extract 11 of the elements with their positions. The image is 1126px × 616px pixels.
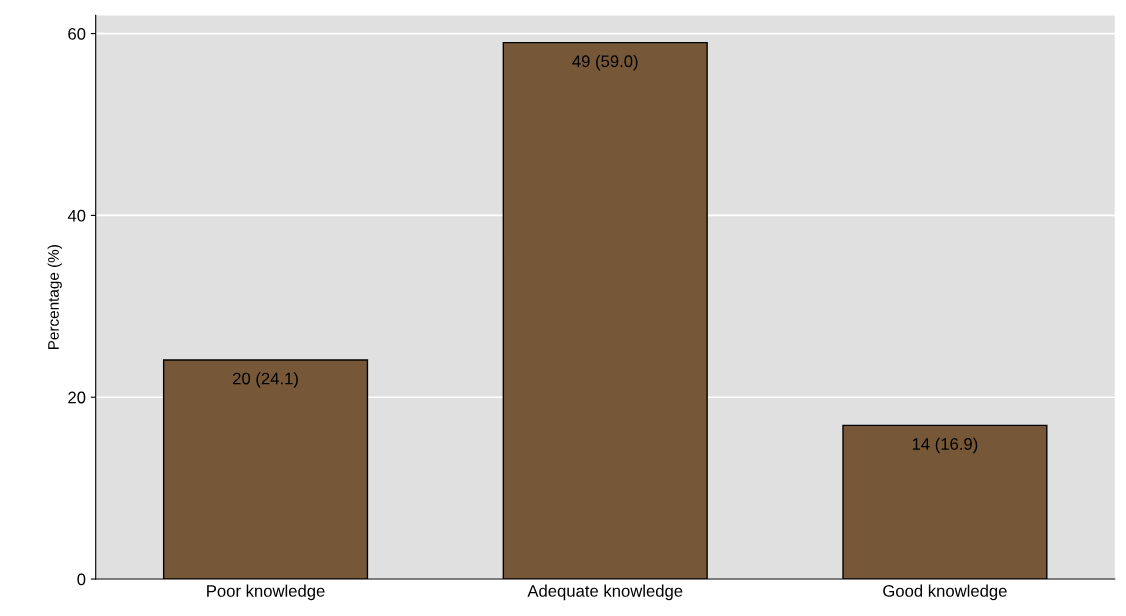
x-tick-label: Adequate knowledge [527, 584, 683, 601]
y-axis-title: Percentage (%) [47, 245, 62, 350]
y-tick-label: 0 [77, 573, 86, 586]
y-tick-label: 60 [68, 27, 86, 40]
data-label: 14 (16.9) [912, 437, 978, 454]
x-tick-label: Poor knowledge [207, 584, 325, 601]
y-tick-label: 40 [67, 209, 86, 222]
data-label: 20 (24.1) [233, 372, 298, 388]
x-tick-label: Good knowledge [883, 584, 1007, 601]
y-tick-label: 20 [68, 391, 86, 404]
data-label: 49 (59.0) [572, 54, 638, 71]
